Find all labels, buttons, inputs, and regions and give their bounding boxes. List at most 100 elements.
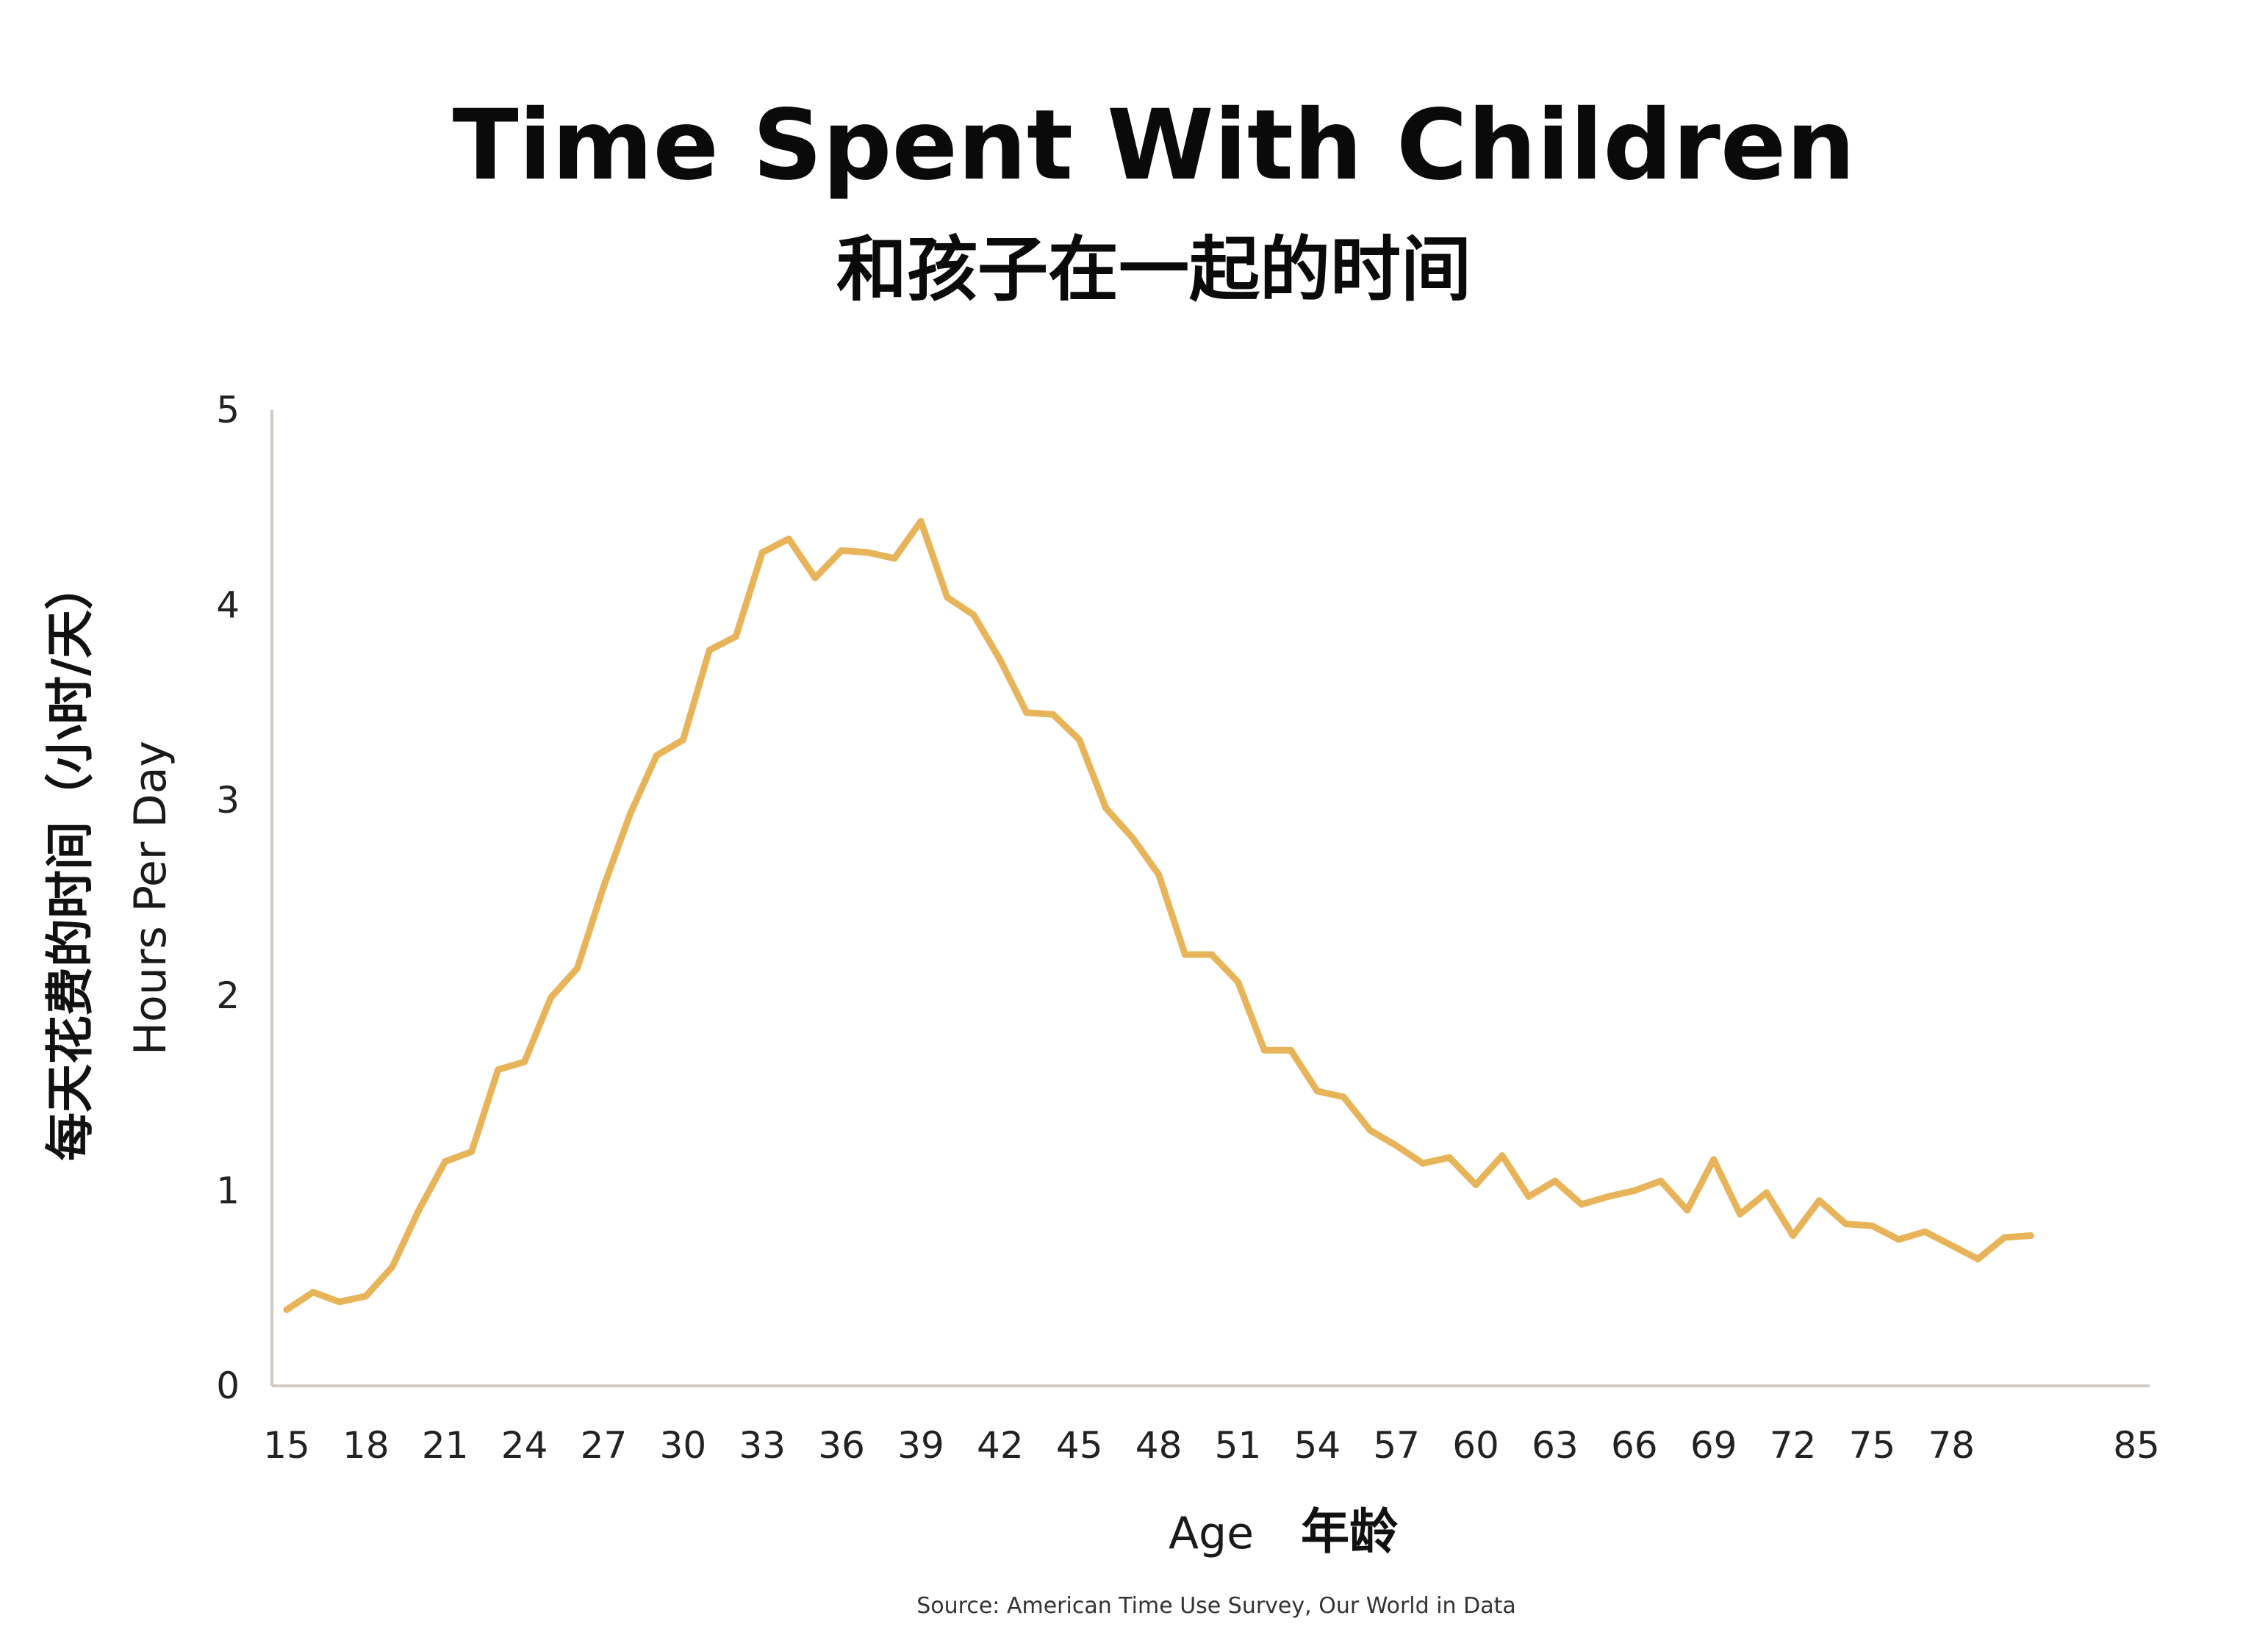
- x-tick-label: 21: [422, 1424, 469, 1467]
- x-tick-labels: 15 18 21 24 27 30 33 36 39 42 45 48 51 54 57 60 63 66 69 72…: [263, 1424, 2160, 1467]
- data-point: [1076, 736, 1083, 744]
- x-tick-label: 63: [1532, 1424, 1579, 1467]
- x-tick-label: 54: [1294, 1424, 1341, 1467]
- data-point: [1816, 1197, 1823, 1204]
- x-tick-label: 66: [1611, 1424, 1658, 1467]
- y-axis-label: Hours Per Day: [125, 741, 176, 1055]
- y-tick-label: 5: [216, 389, 240, 431]
- data-point: [1684, 1207, 1691, 1214]
- data-point: [1895, 1236, 1902, 1243]
- x-tick-label: 85: [2113, 1424, 2160, 1467]
- x-tick-label: 51: [1215, 1424, 1262, 1467]
- data-point: [1472, 1181, 1479, 1188]
- x-tick-label: 33: [739, 1424, 786, 1467]
- data-point: [864, 549, 872, 556]
- data-point: [970, 611, 977, 619]
- series-points: [283, 517, 2034, 1313]
- data-point: [1287, 1046, 1294, 1054]
- data-point: [1102, 805, 1110, 812]
- y-tick-label: 0: [216, 1365, 240, 1407]
- data-point: [2027, 1232, 2034, 1239]
- data-point: [1578, 1201, 1585, 1208]
- data-point: [574, 965, 581, 972]
- chart-subtitle: 和孩子在一起的时间: [836, 228, 1471, 311]
- data-point: [1260, 1046, 1268, 1054]
- data-point: [997, 656, 1004, 664]
- data-point: [1023, 709, 1030, 716]
- data-point: [548, 994, 555, 1001]
- data-point: [626, 811, 634, 818]
- y-axis-label-zh: 每天花费的时间（小时/天）: [41, 561, 98, 1161]
- data-point: [706, 647, 713, 654]
- x-tick-label: 36: [818, 1424, 865, 1467]
- x-tick-label: 75: [1849, 1424, 1896, 1467]
- data-point: [1393, 1142, 1400, 1149]
- data-point: [785, 535, 792, 542]
- data-point: [309, 1289, 317, 1295]
- data-point: [1049, 711, 1057, 718]
- x-tick-label: 72: [1770, 1424, 1817, 1467]
- x-tick-label: 48: [1135, 1424, 1183, 1467]
- data-point: [1419, 1160, 1427, 1167]
- data-point: [468, 1148, 476, 1155]
- y-tick-label: 1: [216, 1169, 240, 1212]
- data-point: [838, 547, 845, 554]
- x-tick-label: 27: [581, 1424, 628, 1467]
- x-tick-label: 24: [501, 1424, 548, 1467]
- x-tick-label: 18: [342, 1424, 390, 1467]
- data-point: [917, 517, 925, 525]
- data-point: [1737, 1210, 1744, 1218]
- data-point: [1974, 1255, 1981, 1262]
- data-point: [2000, 1234, 2008, 1241]
- data-point: [283, 1306, 290, 1313]
- x-tick-label: 30: [660, 1424, 707, 1467]
- data-point: [891, 555, 898, 562]
- x-tick-label: 78: [1928, 1424, 1975, 1467]
- data-point: [1340, 1093, 1347, 1101]
- data-point: [1631, 1187, 1638, 1194]
- data-point: [1842, 1221, 1849, 1228]
- data-point: [944, 594, 951, 601]
- data-point: [1235, 978, 1241, 985]
- x-tick-label: 69: [1690, 1424, 1737, 1467]
- data-point: [1763, 1189, 1770, 1196]
- data-point: [1948, 1242, 1955, 1249]
- data-point: [1446, 1154, 1453, 1161]
- data-point: [679, 736, 686, 744]
- data-point: [1710, 1156, 1718, 1163]
- data-point: [1499, 1152, 1506, 1160]
- data-point: [1129, 834, 1136, 841]
- x-tick-label: 57: [1373, 1424, 1420, 1467]
- data-point: [811, 574, 819, 581]
- data-point: [1551, 1177, 1559, 1185]
- data-point: [653, 752, 660, 759]
- data-point: [415, 1207, 423, 1214]
- data-point: [1604, 1193, 1612, 1200]
- data-point: [1525, 1193, 1532, 1200]
- data-point: [1313, 1088, 1321, 1095]
- y-tick-labels: 0 1 2 3 4 5: [216, 389, 240, 1407]
- data-point: [336, 1298, 343, 1306]
- x-tick-label: 45: [1056, 1424, 1103, 1467]
- data-point: [1921, 1228, 1928, 1235]
- data-point: [1790, 1232, 1797, 1239]
- source-note: Source: American Time Use Survey, Our Wo…: [916, 1593, 1515, 1619]
- x-axis-label-zh: 年龄: [1301, 1503, 1398, 1560]
- x-tick-label: 15: [263, 1424, 310, 1467]
- data-point: [362, 1293, 370, 1300]
- x-tick-label: 39: [897, 1424, 944, 1467]
- data-point: [1657, 1177, 1665, 1185]
- data-point: [1155, 871, 1163, 878]
- data-point: [600, 883, 607, 890]
- data-point: [442, 1158, 449, 1165]
- data-point: [495, 1066, 502, 1074]
- data-point: [1182, 951, 1188, 958]
- data-point: [758, 549, 766, 556]
- x-tick-label: 42: [977, 1424, 1024, 1467]
- y-tick-label: 3: [216, 779, 240, 822]
- data-point: [1366, 1126, 1374, 1134]
- data-point: [1868, 1222, 1876, 1229]
- data-point: [389, 1263, 396, 1271]
- y-tick-label: 2: [216, 974, 240, 1017]
